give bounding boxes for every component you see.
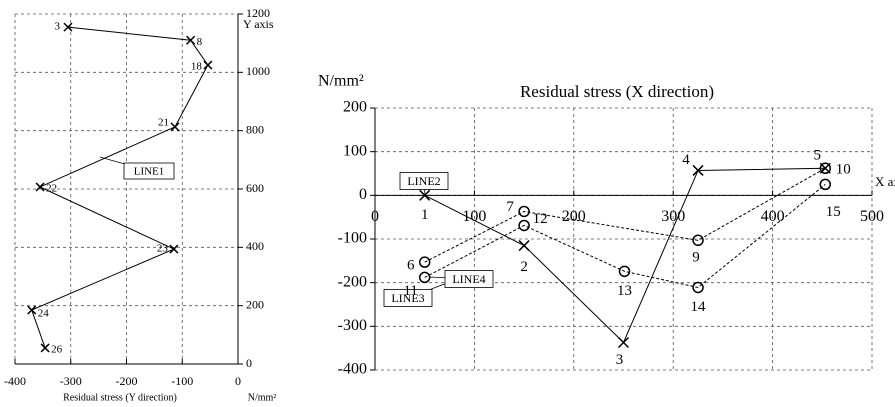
series-label: LINE3 [391,291,424,305]
x-tick-label: -100 [171,374,193,388]
marker [27,305,37,315]
point-label: 8 [197,36,203,48]
x-tick-label: 300 [661,208,685,225]
point-label: 3 [54,21,60,33]
point-label: 26 [51,343,63,355]
marker [692,164,704,176]
y-tick-label: 200 [343,99,367,116]
y-tick-label: 1200 [246,6,270,20]
series-label: LINE1 [134,166,165,178]
x-tick-label: -200 [116,374,138,388]
marker [170,122,180,132]
point-label: 7 [506,199,514,215]
marker [692,281,704,294]
series-line [424,167,826,263]
series-label: LINE4 [452,272,485,286]
marker [35,182,45,192]
marker [617,336,630,349]
series-label-box [123,162,175,180]
point-label: 9 [692,250,700,266]
marker [692,234,704,247]
y-tick-label: -200 [338,273,367,290]
point-label: 6 [407,258,415,274]
x-tick-label: 100 [462,208,486,225]
marker [40,343,50,353]
point-label: 2 [520,259,528,275]
x-axis-label: Residual stress (Y direction) [63,392,177,403]
point-label: 1 [421,207,429,223]
point-label: 15 [826,204,841,220]
marker [518,219,530,232]
y-tick-label: 400 [246,239,264,253]
chart-title: Residual stress (X direction) [520,82,714,101]
marker [819,162,832,175]
y-tick-label: 800 [246,122,264,136]
point-label: 4 [682,152,690,168]
marker [63,22,73,32]
point-label: 3 [616,352,624,368]
point-label: 12 [533,211,548,227]
point-label: 13 [617,283,632,299]
y-tick-label: 200 [246,297,264,311]
x-tick-label: -400 [4,374,26,388]
point-label: 23 [157,243,169,255]
point-label: 14 [691,299,707,315]
x-tick-label: 0 [235,374,241,388]
marker [419,189,431,201]
x-tick-label: -300 [60,374,82,388]
point-label: 18 [191,61,203,73]
series-line [31,26,209,349]
marker [518,205,530,218]
y-tick-label: 1000 [246,64,270,78]
point-label: 11 [403,283,417,299]
x-tick-label: 0 [371,208,379,225]
y-tick-label: 600 [246,181,264,195]
y-tick-label: 0 [246,356,252,370]
unit-label: N/mm² [318,73,364,90]
y-tick-label: -100 [338,230,367,247]
marker [203,60,213,70]
y-tick-label: 0 [359,186,367,203]
x-axis-label: X axis [875,174,895,189]
point-label: 10 [836,162,851,178]
y-tick-label: 100 [343,142,367,159]
marker [819,178,832,191]
x-tick-label: 200 [562,208,586,225]
point-label: 21 [158,116,169,128]
series-label-box [383,289,433,307]
unit-label: N/mm² [248,392,277,403]
marker [418,256,431,268]
x-tick-label: 400 [761,208,785,225]
series-label-box [444,270,494,288]
y-axis-label: Y axis [243,17,274,31]
marker [618,265,631,278]
point-label: 5 [814,148,822,164]
series-line [424,184,826,289]
series-line [424,167,826,344]
marker [186,35,196,45]
point-label: 22 [46,182,57,194]
marker [169,244,179,254]
y-tick-label: -300 [338,317,367,334]
marker [518,240,530,252]
series-label: LINE2 [407,174,440,188]
x-tick-label: 500 [860,208,884,225]
y-tick-label: -400 [338,361,367,378]
series-label-box [399,172,449,190]
marker [418,271,431,284]
point-label: 24 [38,308,50,320]
